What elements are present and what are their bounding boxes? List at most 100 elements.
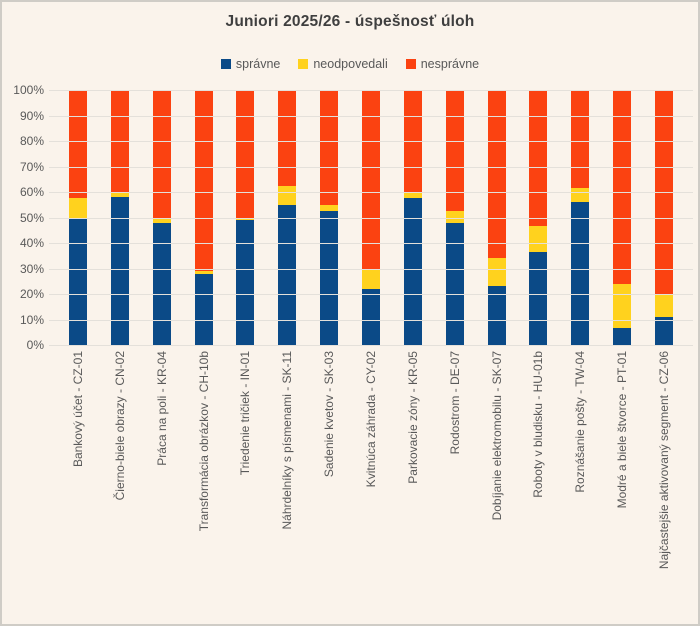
stacked-bar xyxy=(194,90,213,345)
y-axis-tick-label: 10% xyxy=(19,312,44,327)
bar-slot xyxy=(266,90,308,345)
y-axis-tick-label: 20% xyxy=(19,287,44,301)
y-axis-tick-label: 30% xyxy=(19,261,44,276)
bar-segment-neodpovedali xyxy=(320,204,339,212)
chart-legend: správne neodpovedali nesprávne xyxy=(2,57,698,71)
stacked-bar xyxy=(278,90,297,345)
legend-swatch-icon xyxy=(298,59,309,69)
x-axis-category-label: Kvitnúca záhrada - CY-02 xyxy=(364,351,378,488)
bar-segment-spravne xyxy=(152,222,171,345)
legend-swatch-icon xyxy=(220,59,231,69)
bar-segment-neodpovedali xyxy=(529,226,548,252)
bar-segment-spravne xyxy=(529,251,548,345)
bar-slot xyxy=(434,90,476,345)
bar-slot xyxy=(350,90,392,345)
x-axis-category-label: Čierno-biele obrazy - CN-02 xyxy=(112,351,127,501)
x-axis-category-label: Náhrdelníky s písmenami - SK-11 xyxy=(280,351,295,530)
x-axis-category-label: Transformácia obrázkov - CH-10b xyxy=(196,351,211,532)
bar-segment-spravne xyxy=(403,198,422,345)
stacked-bar xyxy=(445,90,464,345)
stacked-bar xyxy=(487,90,506,345)
stacked-bar xyxy=(236,90,255,345)
bar-segment-spravne xyxy=(361,288,380,345)
x-axis-category-label: Modré a biele štvorce - PT-01 xyxy=(615,351,630,509)
bar-segment-nespravne xyxy=(487,90,506,259)
bar-segment-neodpovedali xyxy=(403,192,422,199)
x-axis-category-label: Roboty v bludisku - HU-01b xyxy=(531,351,546,498)
chart-title: Juniori 2025/26 - úspešnosť úloh xyxy=(225,13,475,30)
gridline xyxy=(49,345,693,346)
bar-segment-nespravne xyxy=(278,90,297,186)
bar-segment-neodpovedali xyxy=(236,217,255,221)
legend-item: neodpovedali xyxy=(298,57,388,71)
bar-segment-nespravne xyxy=(320,90,339,205)
y-axis-tick-label: 100% xyxy=(13,83,44,97)
bar-slot xyxy=(224,90,266,345)
bar-segment-spravne xyxy=(487,286,506,345)
bar-segment-neodpovedali xyxy=(278,185,297,205)
gridline xyxy=(49,192,693,193)
x-axis-category-label: Roznášanie pošty - TW-04 xyxy=(573,351,588,493)
stacked-bar xyxy=(361,90,380,345)
bar-segment-spravne xyxy=(613,328,632,345)
bar-segment-nespravne xyxy=(529,90,548,227)
bar-segment-nespravne xyxy=(361,90,380,270)
bar-segment-spravne xyxy=(320,211,339,345)
stacked-bar xyxy=(571,90,590,345)
gridline xyxy=(49,141,693,142)
legend-item: nesprávne xyxy=(405,57,479,71)
stacked-bar xyxy=(320,90,339,345)
legend-swatch-icon xyxy=(405,59,416,69)
bar-segment-spravne xyxy=(278,204,297,345)
bar-segment-nespravne xyxy=(445,90,464,212)
bar-segment-nespravne xyxy=(571,90,590,189)
legend-label: správne xyxy=(235,57,281,71)
x-axis-category-label: Parkovacie zóny - KR-05 xyxy=(405,351,420,484)
bar-segment-spravne xyxy=(654,316,673,345)
x-axis-category-label: Najčastejšie aktivovaný segment - CZ-06 xyxy=(657,351,672,570)
bar-segment-spravne xyxy=(110,197,129,345)
bar-segment-neodpovedali xyxy=(152,218,171,223)
bar-segment-nespravne xyxy=(152,90,171,219)
bar-slot xyxy=(308,90,350,345)
gridline xyxy=(49,319,693,321)
bar-segment-spravne xyxy=(68,217,87,345)
gridline xyxy=(49,294,693,295)
bar-slot xyxy=(559,90,601,345)
x-axis-category-label: Práca na poli - KR-04 xyxy=(154,351,169,466)
y-axis-tick-label: 40% xyxy=(19,236,44,250)
legend-item: správne xyxy=(220,57,281,71)
bar-segment-spravne xyxy=(571,202,590,345)
bar-segment-neodpovedali xyxy=(654,294,673,317)
gridline xyxy=(49,166,693,168)
plot-area xyxy=(49,90,693,346)
bar-segment-nespravne xyxy=(613,90,632,284)
bar-slot xyxy=(57,90,99,345)
bar-slot xyxy=(183,90,225,345)
legend-label: neodpovedali xyxy=(313,57,388,71)
y-axis-tick-label: 0% xyxy=(26,338,44,352)
bar-segment-neodpovedali xyxy=(110,192,129,198)
bar-segment-spravne xyxy=(194,273,213,345)
bar-segment-neodpovedali xyxy=(361,269,380,289)
bar-segment-neodpovedali xyxy=(571,188,590,203)
stacked-bar xyxy=(68,90,87,345)
stacked-bar xyxy=(152,90,171,345)
bar-slot xyxy=(141,90,183,345)
y-axis-tick-label: 80% xyxy=(19,134,44,148)
bar-slot xyxy=(476,90,518,345)
gridline xyxy=(49,90,693,91)
y-axis-tick-label: 90% xyxy=(19,108,44,123)
x-axis-category-label: Rodostrom - DE-07 xyxy=(447,351,462,455)
gridline xyxy=(49,243,693,244)
bar-segment-nespravne xyxy=(236,90,255,218)
bar-segment-nespravne xyxy=(68,90,87,199)
bar-segment-neodpovedali xyxy=(194,271,213,274)
gridline xyxy=(49,217,693,219)
gridline xyxy=(49,268,693,270)
x-axis-category-label: Dobíjanie elektromobilu - SK-07 xyxy=(489,351,504,521)
bar-segment-neodpovedali xyxy=(68,198,87,218)
x-axis-category-label: Bankový účet - CZ-01 xyxy=(70,351,85,468)
y-axis-tick-label: 60% xyxy=(19,185,44,199)
